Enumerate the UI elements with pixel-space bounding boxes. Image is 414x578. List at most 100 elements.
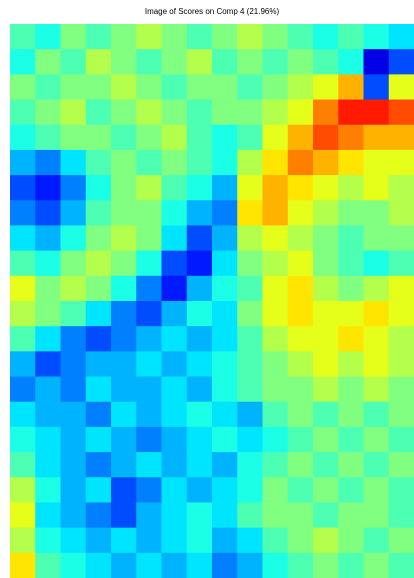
heatmap-cell [237, 553, 263, 578]
page: Image of Scores on Comp 4 (21.96%) (() =… [0, 0, 414, 578]
heatmap-cell [111, 301, 137, 327]
heatmap-cell [389, 402, 414, 428]
heatmap-cell [162, 175, 188, 201]
heatmap-cell [338, 502, 364, 528]
heatmap-cell [111, 377, 137, 403]
heatmap-cell [288, 528, 314, 554]
heatmap-cell [136, 477, 162, 503]
heatmap-cell [237, 377, 263, 403]
heatmap-cell [35, 150, 61, 176]
heatmap-cell [187, 553, 213, 578]
heatmap-cell [111, 74, 137, 100]
heatmap-cell [338, 24, 364, 50]
heatmap-cell [288, 200, 314, 226]
heatmap-cell [263, 100, 289, 126]
heatmap-cell [212, 351, 238, 377]
heatmap-cell [187, 175, 213, 201]
heatmap-cell [86, 452, 112, 478]
heatmap-cell [35, 477, 61, 503]
heatmap-cell [364, 377, 390, 403]
heatmap-cell [187, 125, 213, 151]
heatmap-cell [162, 100, 188, 126]
heatmap-cell [338, 150, 364, 176]
heatmap-cell [10, 24, 36, 50]
heatmap-cell [263, 326, 289, 352]
heatmap-cell [136, 276, 162, 302]
heatmap-cell [389, 125, 414, 151]
heatmap-cell [35, 502, 61, 528]
heatmap-cell [111, 49, 137, 75]
heatmap-cell [61, 175, 87, 201]
heatmap-cell [263, 452, 289, 478]
heatmap-cell [10, 175, 36, 201]
heatmap-cell [389, 225, 414, 251]
heatmap-cell [111, 477, 137, 503]
heatmap-cell [364, 351, 390, 377]
heatmap-cell [313, 528, 339, 554]
heatmap-cell [338, 528, 364, 554]
heatmap-cell [288, 175, 314, 201]
heatmap-cell [389, 502, 414, 528]
heatmap-cell [10, 351, 36, 377]
heatmap-cell [212, 74, 238, 100]
heatmap-cell [111, 175, 137, 201]
heatmap-cell [35, 125, 61, 151]
heatmap-cell [86, 100, 112, 126]
heatmap-cell [35, 251, 61, 277]
heatmap-cell [237, 74, 263, 100]
heatmap-cell [364, 225, 390, 251]
heatmap-cell [86, 24, 112, 50]
heatmap-cell [111, 276, 137, 302]
heatmap-cell [263, 351, 289, 377]
heatmap-cell [162, 326, 188, 352]
heatmap-cell [10, 377, 36, 403]
heatmap-cell [136, 427, 162, 453]
heatmap-cell [61, 251, 87, 277]
heatmap-cell [237, 301, 263, 327]
heatmap-cell [364, 74, 390, 100]
heatmap-cell [111, 553, 137, 578]
heatmap-cell [162, 150, 188, 176]
heatmap-cell [338, 100, 364, 126]
heatmap-cell [61, 477, 87, 503]
heatmap-cell [136, 377, 162, 403]
heatmap-cell [136, 251, 162, 277]
heatmap-cell [389, 100, 414, 126]
heatmap-cell [111, 351, 137, 377]
heatmap-cell [61, 24, 87, 50]
heatmap-cell [288, 477, 314, 503]
heatmap-cell [111, 427, 137, 453]
heatmap-cell [61, 402, 87, 428]
heatmap-cell [313, 276, 339, 302]
heatmap-cell [187, 301, 213, 327]
heatmap-cell [111, 150, 137, 176]
heatmap-cell [111, 251, 137, 277]
heatmap-cell [35, 377, 61, 403]
heatmap-cell [10, 477, 36, 503]
heatmap-cell [35, 225, 61, 251]
heatmap-cell [187, 477, 213, 503]
heatmap-cell [10, 301, 36, 327]
heatmap-cell [288, 452, 314, 478]
heatmap-cell [61, 200, 87, 226]
heatmap-cell [111, 452, 137, 478]
heatmap-cell [364, 175, 390, 201]
heatmap-cell [162, 502, 188, 528]
heatmap-cell [263, 402, 289, 428]
heatmap-cell [136, 502, 162, 528]
heatmap-cell [338, 251, 364, 277]
heatmap-cell [212, 452, 238, 478]
heatmap-cell [389, 427, 414, 453]
heatmap-cell [212, 477, 238, 503]
heatmap-cell [61, 326, 87, 352]
heatmap-cell [364, 502, 390, 528]
heatmap-cell [237, 326, 263, 352]
heatmap-cell [364, 528, 390, 554]
heatmap-cell [35, 351, 61, 377]
heatmap-cell [10, 452, 36, 478]
heatmap-cell [389, 326, 414, 352]
chart-title: Image of Scores on Comp 4 (21.96%) [145, 7, 280, 16]
heatmap-cell [389, 276, 414, 302]
heatmap-cell [263, 502, 289, 528]
heatmap-cell [162, 351, 188, 377]
